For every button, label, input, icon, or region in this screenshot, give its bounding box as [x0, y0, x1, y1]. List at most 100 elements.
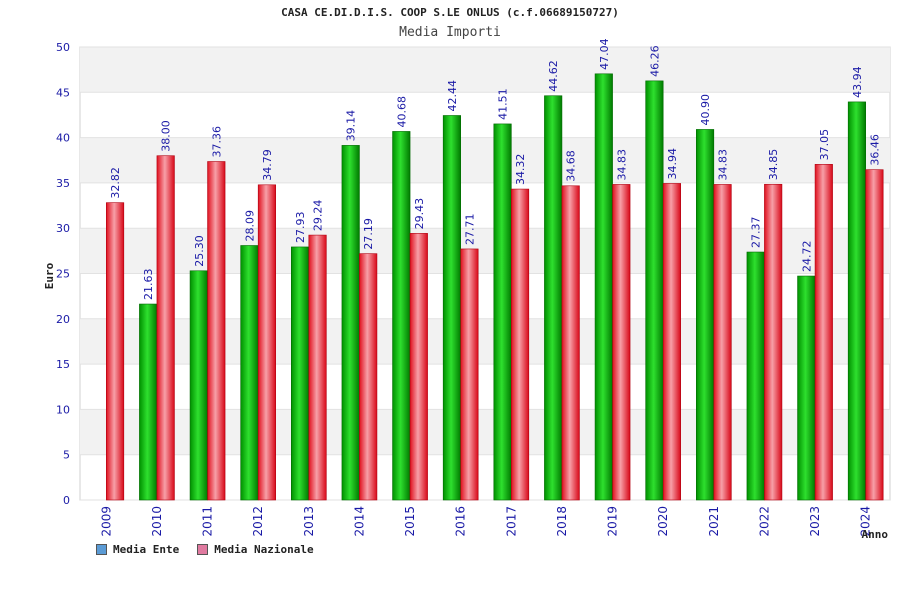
legend-item-media-ente: Media Ente: [96, 543, 179, 556]
value-label-media-ente: 24.72: [800, 241, 813, 273]
bar-media-ente: [139, 303, 158, 501]
y-tick-label: 45: [56, 86, 70, 99]
x-tick-label: 2023: [808, 506, 822, 537]
legend-label-media-nazionale: Media Nazionale: [214, 543, 314, 556]
bar-media-ente: [189, 270, 208, 501]
value-label-media-ente: 25.30: [193, 235, 206, 267]
value-label-media-nazionale: 34.79: [261, 149, 274, 181]
x-tick-label: 2009: [99, 506, 113, 537]
bar-media-nazionale: [359, 253, 378, 501]
bar-media-ente: [392, 131, 411, 501]
x-tick-label: 2013: [302, 506, 316, 537]
value-label-media-nazionale: 38.00: [160, 120, 173, 152]
y-tick-label: 25: [56, 268, 70, 281]
legend-swatch-media-ente: [96, 544, 107, 555]
value-label-media-ente: 43.94: [851, 66, 864, 98]
x-tick-label: 2020: [656, 506, 670, 537]
x-tick-labels: 2009 2010 2011 2012 2013 2014 2015 2016 2017 2018…: [99, 506, 872, 537]
legend-label-media-ente: Media Ente: [113, 543, 180, 556]
bar-media-ente: [442, 115, 461, 501]
x-tick-label: 2015: [403, 506, 417, 537]
value-label-media-nazionale: 34.94: [666, 148, 679, 180]
bar-media-ente: [594, 73, 613, 501]
value-label-media-nazionale: 32.82: [109, 167, 122, 199]
bar-media-nazionale: [713, 184, 732, 501]
value-label-media-nazionale: 27.71: [463, 213, 476, 245]
bar-media-nazionale: [764, 183, 783, 501]
bar-media-nazionale: [460, 248, 479, 501]
bar-media-nazionale: [612, 184, 631, 501]
grid-band: [80, 47, 890, 93]
value-label-media-nazionale: 29.24: [312, 200, 325, 232]
y-tick-label: 50: [56, 41, 70, 54]
value-label-media-nazionale: 29.43: [413, 198, 426, 230]
y-tick-label: 20: [56, 313, 70, 326]
value-label-media-ente: 40.68: [395, 96, 408, 128]
value-label-media-nazionale: 34.83: [717, 149, 730, 181]
value-label-media-nazionale: 34.85: [767, 149, 780, 181]
value-label-media-nazionale: 37.05: [818, 129, 831, 161]
bar-media-nazionale: [865, 169, 884, 501]
y-tick-label: 15: [56, 358, 70, 371]
bar-media-nazionale: [207, 161, 226, 501]
y-tick-label: 35: [56, 177, 70, 190]
bar-media-ente: [240, 245, 259, 501]
bar-media-ente: [645, 80, 664, 501]
bar-media-nazionale: [561, 185, 580, 501]
y-tick-label: 0: [63, 494, 70, 507]
bar-media-nazionale: [511, 188, 530, 501]
x-tick-label: 2022: [757, 506, 771, 537]
bar-media-nazionale: [156, 155, 175, 501]
x-tick-label: 2010: [150, 506, 164, 537]
value-label-media-nazionale: 34.32: [514, 154, 527, 186]
y-tick-label: 10: [56, 403, 70, 416]
x-tick-label: 2018: [555, 506, 569, 537]
bar-media-ente: [341, 145, 360, 501]
value-label-media-ente: 21.63: [142, 269, 155, 301]
value-label-media-nazionale: 34.68: [565, 150, 578, 182]
value-label-media-ente: 42.44: [446, 80, 459, 112]
x-tick-label: 2017: [504, 506, 518, 537]
y-tick-labels: 0 5 10 15 20 25 30 35 40 45 50: [56, 41, 70, 507]
chart-title: CASA CE.DI.D.I.S. COOP S.LE ONLUS (c.f.0…: [281, 6, 619, 19]
x-tick-label: 2016: [454, 506, 468, 537]
value-label-media-nazionale: 36.46: [868, 134, 881, 166]
y-axis-label: Euro: [43, 262, 56, 289]
bar-media-nazionale: [814, 164, 833, 501]
x-tick-label: 2019: [606, 506, 620, 537]
bar-media-nazionale: [257, 184, 276, 501]
legend-swatch-media-nazionale: [197, 544, 209, 555]
value-label-media-ente: 44.62: [547, 60, 560, 92]
bar-media-ente: [291, 246, 310, 501]
value-label-media-nazionale: 34.83: [615, 149, 628, 181]
bar-media-nazionale: [409, 233, 428, 501]
bar-media-nazionale: [308, 234, 327, 501]
value-label-media-nazionale: 27.19: [362, 218, 375, 250]
value-label-media-ente: 27.93: [294, 211, 307, 243]
x-tick-label: 2014: [352, 506, 366, 537]
bar-media-ente: [746, 251, 765, 501]
x-tick-label: 2012: [251, 506, 265, 537]
bars: [106, 73, 884, 501]
bar-media-ente: [696, 129, 715, 501]
legend-item-media-nazionale: Media Nazionale: [197, 543, 314, 556]
value-label-media-ente: 27.37: [750, 217, 763, 249]
bar-media-ente: [493, 123, 512, 501]
value-label-media-nazionale: 37.36: [210, 126, 223, 158]
chart-subtitle: Media Importi: [399, 25, 501, 40]
legend: Media Ente Media Nazionale: [96, 543, 314, 556]
bar-media-ente: [797, 275, 816, 501]
value-label-media-ente: 40.90: [699, 94, 712, 126]
bar-media-ente: [544, 95, 563, 501]
value-labels: 32.82 21.63 38.00 25.30 37.36 28.09 34.79 27.93…: [109, 38, 881, 300]
x-tick-label: 2011: [201, 506, 215, 537]
y-tick-label: 40: [56, 132, 70, 145]
value-label-media-ente: 41.51: [497, 88, 510, 120]
value-label-media-ente: 47.04: [598, 38, 611, 70]
value-label-media-ente: 39.14: [345, 110, 358, 142]
value-label-media-ente: 28.09: [243, 210, 256, 242]
x-tick-label: 2024: [859, 506, 873, 537]
bar-media-ente: [847, 101, 866, 501]
y-tick-label: 5: [63, 449, 70, 462]
